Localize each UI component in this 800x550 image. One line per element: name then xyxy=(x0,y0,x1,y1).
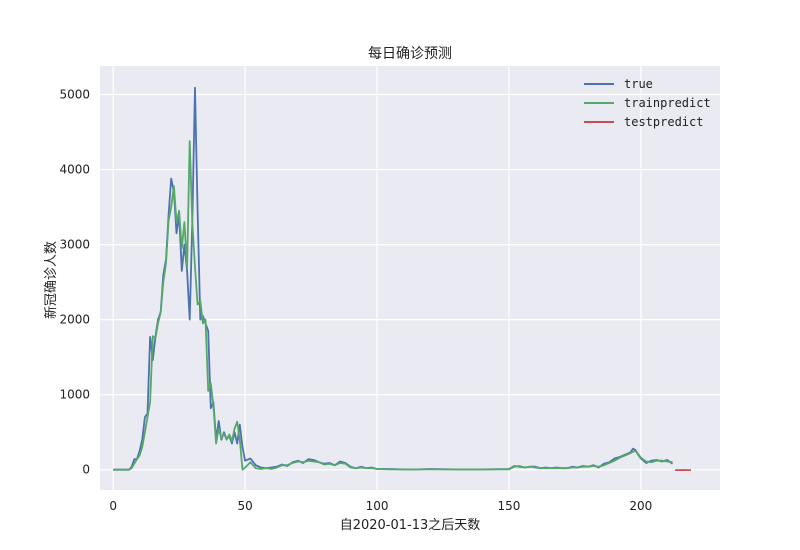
y-axis: 0 1000 2000 3000 4000 5000 xyxy=(59,88,90,477)
chart-title: 每日确诊预测 xyxy=(368,46,452,62)
x-tick-label: 200 xyxy=(629,499,652,513)
x-tick-label: 150 xyxy=(497,499,520,513)
legend-label-testpredict: testpredict xyxy=(624,115,703,129)
x-tick-label: 50 xyxy=(237,499,252,513)
y-tick-label: 5000 xyxy=(59,88,90,102)
plot-area xyxy=(100,66,720,490)
legend-label-trainpredict: trainpredict xyxy=(624,96,711,110)
x-axis-label: 自2020-01-13之后天数 xyxy=(340,518,481,533)
y-tick-label: 0 xyxy=(82,463,90,477)
series-group xyxy=(113,86,691,471)
y-tick-label: 2000 xyxy=(59,313,90,327)
series-line-trainpredict xyxy=(113,140,673,471)
legend: true trainpredict testpredict xyxy=(584,77,711,129)
y-axis-label: 新冠确诊人数 xyxy=(43,241,59,319)
y-tick-label: 4000 xyxy=(59,163,90,177)
x-tick-label: 100 xyxy=(366,499,389,513)
legend-label-true: true xyxy=(624,77,653,91)
y-tick-label: 1000 xyxy=(59,388,90,402)
x-axis: 0 50 100 150 200 xyxy=(109,499,652,513)
x-tick-label: 0 xyxy=(109,499,117,513)
y-tick-label: 3000 xyxy=(59,238,90,252)
